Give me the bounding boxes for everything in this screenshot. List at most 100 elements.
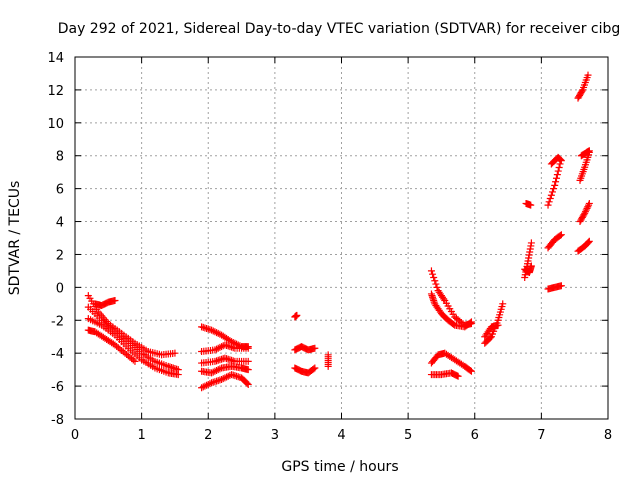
data-point bbox=[211, 367, 219, 375]
y-tick-label: 10 bbox=[47, 117, 64, 132]
y-tick-label: 4 bbox=[56, 216, 64, 231]
data-point bbox=[213, 329, 221, 337]
data-point bbox=[224, 372, 232, 380]
series-arc-g3 bbox=[544, 160, 564, 209]
y-tick-label: 0 bbox=[56, 281, 64, 296]
data-point bbox=[544, 201, 552, 209]
series-arc-c1 bbox=[291, 311, 301, 321]
series-arc-c3 bbox=[291, 364, 319, 377]
data-point bbox=[171, 349, 179, 357]
x-tick-label: 3 bbox=[271, 428, 279, 443]
data-point bbox=[214, 329, 222, 337]
data-point bbox=[552, 178, 560, 186]
data-point bbox=[213, 366, 221, 374]
data-point bbox=[199, 383, 207, 391]
series-arc-h4 bbox=[577, 147, 593, 160]
data-point bbox=[552, 174, 560, 182]
series-arc-b4 bbox=[198, 362, 252, 377]
data-point bbox=[129, 356, 137, 364]
x-tick-label: 6 bbox=[471, 428, 479, 443]
data-point bbox=[494, 321, 502, 329]
series-arc-d3 bbox=[427, 349, 475, 375]
data-point bbox=[244, 366, 252, 374]
series-arc-a3 bbox=[84, 315, 182, 379]
grid-layer bbox=[75, 57, 608, 419]
series-arc-a5 bbox=[91, 297, 119, 309]
data-point bbox=[556, 232, 564, 240]
data-point bbox=[208, 369, 216, 377]
data-point bbox=[550, 185, 558, 193]
data-point bbox=[214, 366, 222, 374]
data-point bbox=[223, 373, 231, 381]
x-tick-label: 2 bbox=[204, 428, 212, 443]
data-point bbox=[557, 282, 565, 290]
series-arc-d2 bbox=[427, 290, 475, 331]
x-tick-label: 7 bbox=[537, 428, 545, 443]
data-point bbox=[324, 362, 332, 370]
data-point bbox=[427, 267, 435, 275]
series-arc-e2 bbox=[481, 321, 502, 341]
x-axis-label: GPS time / hours bbox=[281, 459, 398, 475]
data-point bbox=[585, 147, 593, 155]
data-point bbox=[555, 164, 563, 172]
data-point bbox=[174, 371, 182, 379]
data-point bbox=[551, 181, 559, 189]
data-point bbox=[431, 277, 439, 285]
data-point bbox=[554, 167, 562, 175]
y-tick-label: 2 bbox=[56, 248, 64, 263]
data-point bbox=[310, 365, 318, 373]
data-point bbox=[311, 344, 319, 352]
series-arc-a4 bbox=[84, 326, 139, 365]
data-point bbox=[584, 71, 592, 79]
data-point bbox=[211, 328, 219, 336]
series-arc-a2 bbox=[84, 303, 182, 374]
series-arc-h1 bbox=[574, 237, 593, 255]
series-arc-f2 bbox=[521, 262, 535, 277]
data-point bbox=[209, 368, 217, 376]
data-point bbox=[430, 273, 438, 281]
x-tick-label: 5 bbox=[404, 428, 412, 443]
y-tick-label: 14 bbox=[47, 51, 64, 66]
y-tick-label: -2 bbox=[51, 314, 64, 329]
data-point bbox=[203, 381, 211, 389]
data-point bbox=[311, 364, 319, 372]
data-point bbox=[454, 372, 462, 380]
data-point bbox=[584, 203, 592, 211]
data-point bbox=[429, 270, 437, 278]
data-point bbox=[547, 191, 555, 199]
data-point bbox=[553, 171, 561, 179]
data-point bbox=[206, 380, 214, 388]
y-tick-label: -8 bbox=[51, 413, 64, 428]
data-point bbox=[527, 239, 535, 247]
data-point bbox=[234, 341, 242, 349]
data-point bbox=[580, 211, 588, 219]
data-point bbox=[208, 326, 216, 334]
y-tick-label: -4 bbox=[51, 347, 64, 362]
data-point bbox=[214, 344, 222, 352]
x-tick-label: 4 bbox=[337, 428, 345, 443]
data-point bbox=[244, 380, 252, 388]
y-tick-label: 8 bbox=[56, 150, 64, 165]
data-point bbox=[583, 204, 591, 212]
data-point bbox=[198, 384, 206, 392]
data-point bbox=[440, 295, 448, 303]
data-point bbox=[466, 319, 474, 327]
chart-title: Day 292 of 2021, Sidereal Day-to-day VTE… bbox=[58, 21, 621, 37]
y-tick-label: -6 bbox=[51, 380, 64, 395]
points-layer bbox=[84, 71, 593, 392]
data-point bbox=[111, 297, 119, 305]
series-arc-g1 bbox=[544, 231, 565, 252]
data-point bbox=[209, 327, 217, 335]
data-point bbox=[433, 283, 441, 291]
data-point bbox=[244, 344, 252, 352]
data-point bbox=[467, 367, 475, 375]
data-point bbox=[585, 201, 593, 209]
series-arc-b2 bbox=[198, 341, 252, 356]
y-tick-label: 6 bbox=[56, 183, 64, 198]
data-point bbox=[432, 280, 440, 288]
series-arc-d4 bbox=[427, 369, 462, 380]
series-arc-e1 bbox=[481, 300, 507, 347]
data-point bbox=[201, 382, 209, 390]
